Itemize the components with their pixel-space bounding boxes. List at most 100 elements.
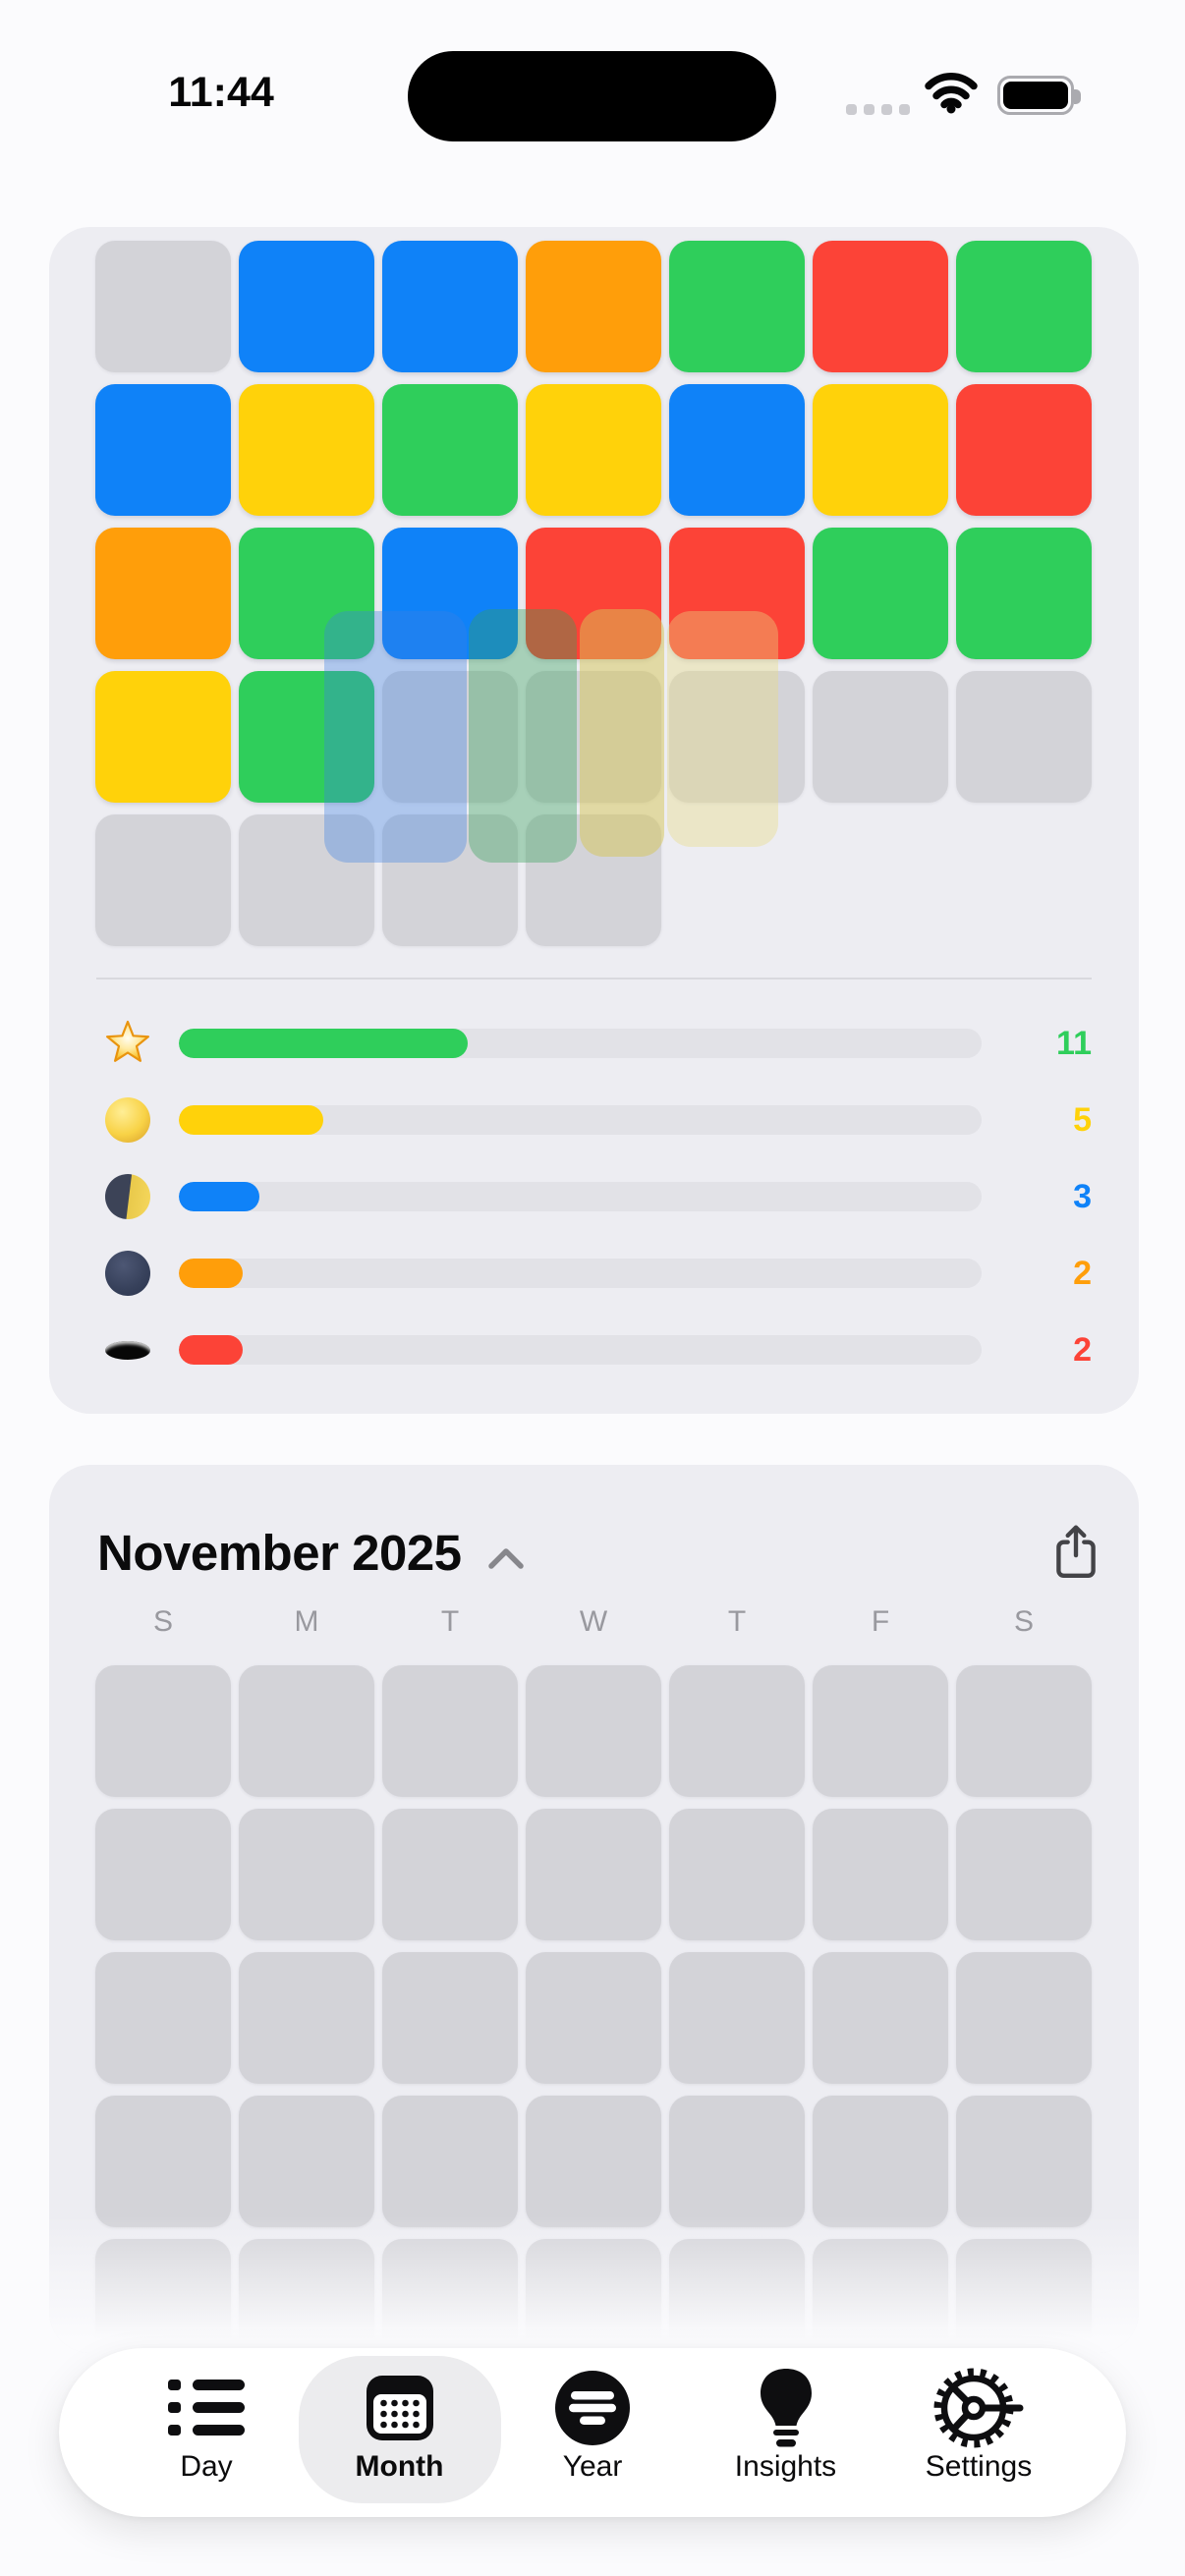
day-cell-blue[interactable] [382, 528, 518, 659]
mood-month-card: 11 5 3 2 2 [49, 227, 1139, 1414]
day-cell-empty[interactable] [669, 671, 805, 803]
day-cell-green[interactable] [239, 671, 374, 803]
november-grid [95, 1665, 1093, 2353]
tab-insights[interactable]: Insights [690, 2354, 882, 2511]
day-cell-empty[interactable] [382, 814, 518, 946]
day-cell-blue[interactable] [669, 384, 805, 516]
month-title: November 2025 [97, 1525, 462, 1581]
day-cell-empty[interactable] [95, 2239, 231, 2353]
day-cell-empty[interactable] [813, 2239, 948, 2353]
clock: 11:44 [168, 69, 274, 116]
weekday-label: T [440, 1605, 460, 1638]
day-cell-empty[interactable] [669, 1665, 805, 1797]
legend-count: 3 [1073, 1177, 1092, 1215]
november-header: November 2025 [49, 1465, 1139, 1585]
day-cell-empty[interactable] [382, 1952, 518, 2084]
day-cell-red[interactable] [669, 528, 805, 659]
day-cell-green[interactable] [382, 384, 518, 516]
gear-icon [933, 2366, 1024, 2450]
day-cell-empty[interactable] [95, 1952, 231, 2084]
day-cell-blue[interactable] [239, 241, 374, 372]
day-cell-yellow[interactable] [95, 671, 231, 803]
legend-count: 11 [1056, 1024, 1092, 1062]
tab-year[interactable]: Year [496, 2354, 689, 2511]
chevron-up-icon[interactable] [487, 1545, 525, 1571]
day-cell-green[interactable] [813, 528, 948, 659]
day-cell-empty[interactable] [95, 241, 231, 372]
day-cell-empty[interactable] [95, 2096, 231, 2227]
divider [96, 978, 1092, 980]
tab-settings[interactable]: Settings [882, 2354, 1075, 2511]
day-cell-empty[interactable] [813, 1809, 948, 1940]
day-cell-orange[interactable] [95, 528, 231, 659]
day-cell-green[interactable] [956, 241, 1092, 372]
day-cell-yellow[interactable] [813, 384, 948, 516]
weekday-label: S [152, 1605, 173, 1638]
day-cell-empty[interactable] [526, 2239, 661, 2353]
share-icon[interactable] [1054, 1524, 1098, 1581]
wifi-icon [925, 73, 978, 114]
day-cell-orange[interactable] [526, 241, 661, 372]
day-cell-green[interactable] [956, 528, 1092, 659]
day-cell-red[interactable] [813, 241, 948, 372]
day-cell-empty[interactable] [813, 1665, 948, 1797]
day-cell-empty[interactable] [956, 2096, 1092, 2227]
day-cell-blue[interactable] [95, 384, 231, 516]
full-moon-icon [104, 1096, 151, 1144]
day-cell-empty[interactable] [526, 1665, 661, 1797]
tab-month[interactable]: Month [298, 2354, 501, 2511]
day-cell-empty[interactable] [669, 2096, 805, 2227]
day-cell-empty[interactable] [813, 671, 948, 803]
day-cell-green[interactable] [669, 241, 805, 372]
day-cell-empty[interactable] [382, 1665, 518, 1797]
day-cell-empty[interactable] [669, 1809, 805, 1940]
day-cell-empty[interactable] [239, 2239, 374, 2353]
day-cell-empty[interactable] [95, 1665, 231, 1797]
tab-day[interactable]: Day [110, 2354, 303, 2511]
tab-label: Insights [734, 2450, 837, 2483]
day-cell-empty[interactable] [526, 1952, 661, 2084]
day-cell-empty[interactable] [382, 1809, 518, 1940]
day-cell-red[interactable] [956, 384, 1092, 516]
day-cell-empty[interactable] [526, 1809, 661, 1940]
day-cell-empty[interactable] [526, 671, 661, 803]
weekday-label: M [294, 1605, 319, 1638]
cellular-signal-icon [846, 104, 910, 115]
day-cell-red[interactable] [526, 528, 661, 659]
day-cell-empty[interactable] [956, 1665, 1092, 1797]
day-cell-empty[interactable] [526, 814, 661, 946]
day-cell-empty[interactable] [239, 1809, 374, 1940]
day-cell-empty[interactable] [813, 2096, 948, 2227]
day-cell-empty[interactable] [382, 671, 518, 803]
day-cell-empty[interactable] [813, 1952, 948, 2084]
day-cell-blue[interactable] [382, 241, 518, 372]
day-cell-empty[interactable] [956, 2239, 1092, 2353]
tab-label: Month [355, 2450, 444, 2483]
day-cell-empty[interactable] [95, 814, 231, 946]
day-cell-empty[interactable] [956, 1809, 1092, 1940]
day-cell-empty[interactable] [239, 814, 374, 946]
day-cell-empty[interactable] [956, 671, 1092, 803]
day-cell-empty[interactable] [669, 2239, 805, 2353]
day-cell-empty[interactable] [382, 2096, 518, 2227]
day-cell-empty[interactable] [239, 2096, 374, 2227]
day-cell-empty[interactable] [956, 1952, 1092, 2084]
tab-bar: Day Month [59, 2348, 1126, 2517]
day-cell-green[interactable] [239, 528, 374, 659]
day-cell-empty[interactable] [239, 1952, 374, 2084]
legend-bar [179, 1335, 982, 1365]
mood-grid [95, 241, 1093, 946]
mood-legend: 11 5 3 2 2 [49, 980, 1139, 1388]
weekday-label: S [1013, 1605, 1034, 1638]
day-cell-empty[interactable] [239, 1665, 374, 1797]
day-cell-empty[interactable] [382, 2239, 518, 2353]
day-cell-yellow[interactable] [526, 384, 661, 516]
day-cell-empty[interactable] [95, 1809, 231, 1940]
day-cell-empty[interactable] [526, 2096, 661, 2227]
battery-icon [997, 76, 1081, 115]
day-cell-empty[interactable] [669, 1952, 805, 2084]
hole-icon [104, 1326, 151, 1373]
day-cell-yellow[interactable] [239, 384, 374, 516]
list-icon [168, 2366, 245, 2450]
